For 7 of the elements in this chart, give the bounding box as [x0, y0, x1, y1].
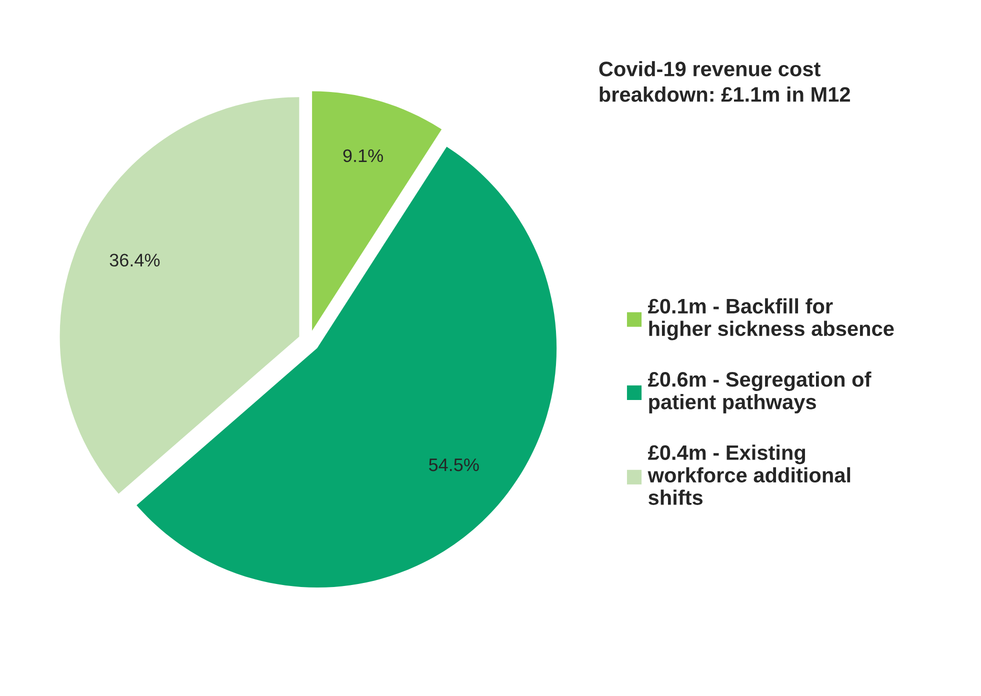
data-label: 36.4% [110, 254, 160, 267]
data-label: 54.5% [429, 458, 479, 472]
legend-label: £0.6m - Segregation of patient pathways [648, 371, 872, 414]
legend-label: £0.1m - Backfill for higher sickness absence [648, 298, 894, 340]
chart-title: Covid-19 revenue cost breakdown: £1.1m in M12 [599, 61, 850, 102]
data-label: 9.1% [343, 149, 383, 162]
legend-label: £0.4m - Existing workforce additional shifts [648, 444, 850, 505]
